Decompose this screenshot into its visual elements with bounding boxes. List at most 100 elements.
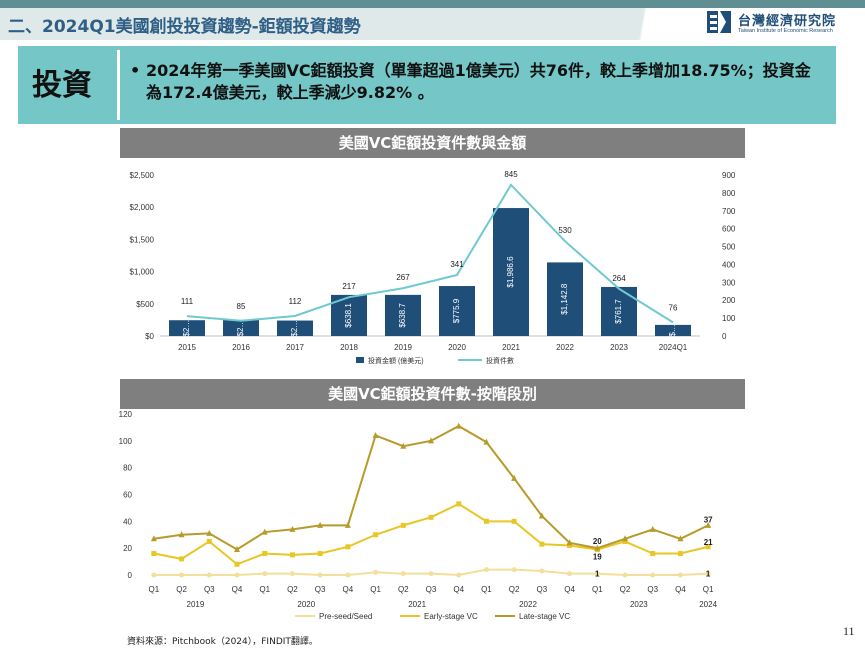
logo-name-en: Taiwan Institute of Economic Research [738, 28, 833, 34]
chart1-bar [277, 320, 313, 336]
chart1-line-label: 76 [669, 303, 678, 312]
chart2-point [234, 546, 240, 553]
chart1-y-right-tick: 800 [722, 189, 736, 198]
chart2-point [455, 422, 462, 429]
chart1-y-right-tick: 500 [722, 243, 736, 252]
chart2-x-tick: Q2 [287, 585, 298, 594]
chart1-y-right-tick: 0 [722, 332, 727, 341]
chart2-point [456, 501, 462, 507]
chart1-y-left-tick: $2,500 [130, 171, 155, 180]
chart2-point [677, 551, 683, 557]
chart2-x-tick: Q2 [176, 585, 187, 594]
chart2-y-tick: 60 [123, 491, 132, 500]
chart2-point [179, 556, 185, 562]
chart1-line-label: 845 [504, 170, 518, 179]
chart2-point [483, 518, 489, 524]
chart2-point [705, 571, 711, 577]
chart2-x-tick: Q1 [592, 585, 603, 594]
chart1-bar [655, 324, 691, 336]
chart1-y-left-tick: $500 [136, 300, 154, 309]
chart2-data-label: 1 [595, 570, 600, 579]
chart2-point [511, 518, 517, 524]
chart1-bar-label: $775.9 [452, 298, 461, 323]
chart2-x-tick: Q3 [537, 585, 548, 594]
chart2-point [372, 431, 379, 438]
chart1-bar-label: $… [668, 324, 677, 336]
chart2-x-tick: Q1 [481, 585, 492, 594]
chart2-point [483, 438, 490, 445]
chart2-x-tick: Q1 [703, 585, 714, 594]
chart1-x-tick: 2015 [178, 343, 196, 352]
chart2-data-label: 20 [593, 537, 602, 546]
logo-name-cn: 台灣經濟研究院 [738, 14, 837, 29]
chart1-bar-label: $638.1 [344, 303, 353, 328]
chart2-x-tick: Q4 [453, 585, 464, 594]
chart2-legend-label: Early-stage VC [424, 612, 478, 621]
chart2-point [317, 551, 323, 557]
chart1-x-tick: 2020 [448, 343, 466, 352]
chart1-bar-label: $2… [182, 320, 191, 337]
chart2-year-label: 2022 [519, 600, 537, 609]
chart2-data-label: 37 [704, 515, 713, 524]
chart1-y-left-tick: $0 [145, 332, 154, 341]
chart2-year-label: 2021 [408, 600, 426, 609]
chart2-point [483, 567, 489, 573]
chart2-x-tick: Q4 [343, 585, 354, 594]
chart2-point [344, 521, 351, 528]
chart2-point [400, 571, 406, 577]
chart1-y-right-tick: 100 [722, 314, 736, 323]
chart1-bar [547, 262, 583, 336]
chart2-data-label: 19 [593, 553, 602, 562]
chart2-x-tick: Q4 [232, 585, 243, 594]
chart2-y-tick: 20 [123, 544, 132, 553]
chart2-point [289, 525, 296, 532]
chart1-bar-label: $638.7 [398, 303, 407, 328]
chart2-point [705, 521, 712, 528]
chart2-series-line [153, 502, 709, 566]
chart2-point [261, 528, 268, 535]
chart2-point [622, 535, 628, 542]
chart2-point [622, 538, 628, 544]
chart1-line-label: 267 [396, 273, 410, 282]
summary-text: 2024年第一季美國VC鉅額投資（單筆超過1億美元）共76件，較上季增加18.7… [146, 61, 811, 102]
chart2-point [373, 532, 379, 538]
chart1-bar-label: $1,986.6 [506, 256, 515, 288]
chart2-point [594, 571, 600, 577]
chart1-bar [169, 320, 205, 336]
chart1-y-right-tick: 200 [722, 296, 736, 305]
summary-text-block: • 2024年第一季美國VC鉅額投資（單筆超過1億美元）共76件，較上季增加18… [130, 60, 820, 104]
summary-bullet: • [130, 61, 141, 80]
chart2-year-label: 2024 [699, 600, 717, 609]
chart2-point [234, 572, 240, 578]
chart2-point [622, 572, 628, 578]
chart1-y-right-tick: 300 [722, 278, 736, 287]
chart2-legend-label: Pre-seed/Seed [319, 612, 372, 621]
chart1-legend-bar-swatch [356, 357, 364, 363]
chart2-point [428, 571, 434, 577]
chart2-legend-label: Late-stage VC [519, 612, 570, 621]
chart1-x-tick: 2022 [556, 343, 574, 352]
chart1-y-right-tick: 900 [722, 171, 736, 180]
chart1-line-label: 264 [612, 274, 626, 283]
chart2-title: 美國VC鉅額投資件數-按階段別 [120, 379, 745, 409]
title-band [0, 8, 865, 40]
chart2-point [677, 572, 683, 578]
chart2-year-label: 2020 [297, 600, 315, 609]
chart2-point [511, 474, 518, 481]
chart2-point [400, 442, 407, 449]
chart2-x-tick: Q2 [620, 585, 631, 594]
chart2-point [317, 572, 323, 578]
chart2-point [151, 572, 157, 578]
chart1-legend-bar-label: 投資金額 (億美元) [368, 356, 424, 365]
chart2-x-tick: Q3 [315, 585, 326, 594]
chart2-y-tick: 120 [119, 410, 133, 419]
chart2-point [567, 542, 573, 548]
chart2-point [539, 568, 545, 574]
chart2-point [178, 531, 185, 538]
chart2-year-label: 2019 [187, 600, 205, 609]
chart1-line-label: 217 [342, 282, 356, 291]
chart2-point [650, 572, 656, 578]
chart2-point [150, 535, 157, 542]
page-number: 11 [843, 624, 855, 638]
